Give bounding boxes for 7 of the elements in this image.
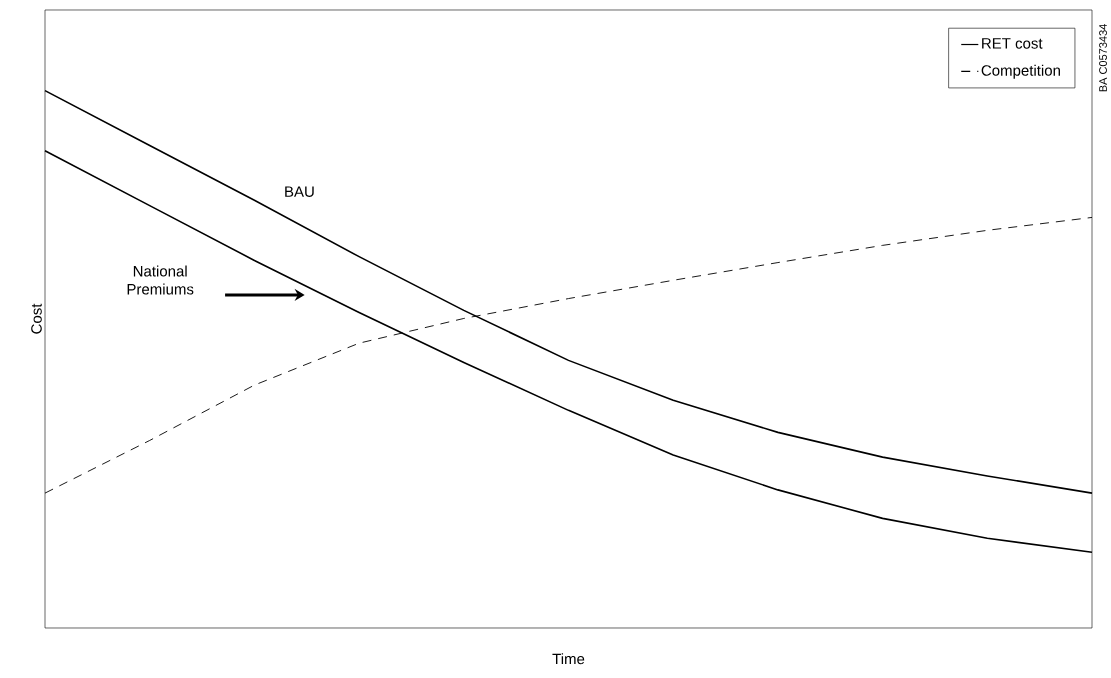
- annotation: BAU: [285, 186, 314, 197]
- text: BA C0573434: [1099, 24, 1107, 92]
- y-axis-title: Cost: [31, 303, 42, 334]
- x-axis-title: Time: [552, 653, 585, 665]
- legend-label: RET cost: [982, 38, 1043, 49]
- legend-label: Competition: [981, 64, 1060, 79]
- annotation: National Premiums: [127, 265, 194, 295]
